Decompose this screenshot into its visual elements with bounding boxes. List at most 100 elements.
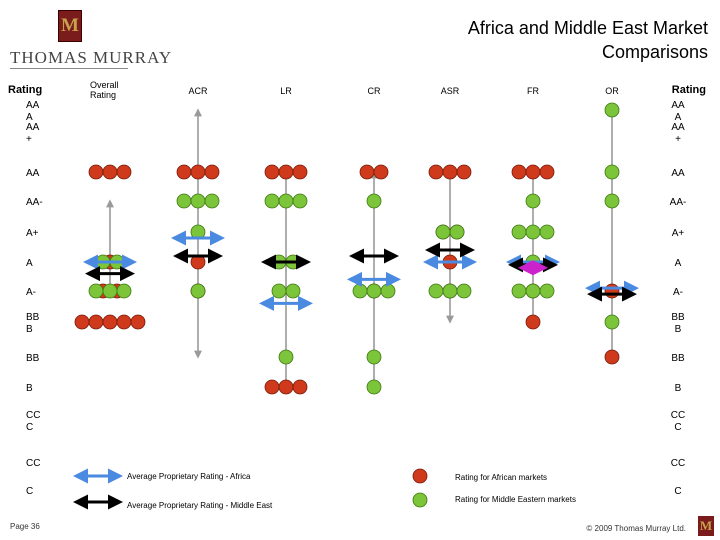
logo-box: M — [58, 10, 82, 42]
right-level-label: A- — [673, 287, 683, 298]
middle-east-point — [449, 224, 465, 240]
middle-east-point — [442, 283, 458, 299]
african-point — [604, 349, 620, 365]
middle-east-point — [292, 193, 308, 209]
african-point — [292, 379, 308, 395]
middle-east-point — [278, 349, 294, 365]
left-level-label: BB — [26, 353, 40, 364]
right-level-label: BB B — [671, 312, 685, 335]
middle-east-point — [88, 283, 104, 299]
middle-east-point — [190, 193, 206, 209]
chart-title: Africa and Middle East Market Comparison… — [467, 18, 708, 62]
category-label: CR — [368, 86, 381, 96]
african-point — [428, 164, 444, 180]
legend-african-label: Rating for African markets — [455, 473, 547, 482]
middle-east-point — [366, 349, 382, 365]
right-level-label: C — [674, 486, 681, 497]
left-level-label: A+ — [26, 228, 39, 239]
left-level-label: BB B — [26, 312, 40, 335]
middle-east-point — [264, 193, 280, 209]
category-label: Overall Rating — [90, 80, 119, 100]
left-level-label: CC — [26, 458, 40, 469]
category-label: ACR — [188, 86, 208, 96]
left-level-label: C — [26, 486, 33, 497]
legend-middle-east-average-label: Average Proprietary Rating - Middle East — [127, 501, 273, 510]
middle-east-point — [435, 224, 451, 240]
middle-east-point — [102, 283, 118, 299]
african-point — [204, 164, 220, 180]
right-level-label: A — [675, 258, 682, 269]
right-level-label: CC — [671, 458, 685, 469]
african-point — [525, 164, 541, 180]
left-level-label: B — [26, 383, 33, 394]
middle-east-point — [352, 283, 368, 299]
legend-middle-east-label: Rating for Middle Eastern markets — [455, 495, 576, 504]
african-point — [102, 314, 118, 330]
legend-middle-east-swatch — [412, 492, 428, 508]
left-level-label: AA — [26, 168, 40, 179]
african-point — [88, 164, 104, 180]
middle-east-point — [604, 314, 620, 330]
african-point — [176, 164, 192, 180]
category-label: OR — [605, 86, 619, 96]
brand-name: THOMAS MURRAY — [10, 48, 173, 67]
left-level-label: CC C — [26, 410, 40, 433]
right-level-label: BB — [671, 353, 685, 364]
category-label: LR — [280, 86, 292, 96]
left-level-label: A — [26, 258, 33, 269]
page-number: Page 36 — [10, 522, 40, 531]
african-point — [278, 164, 294, 180]
right-axis-header: Rating — [672, 84, 706, 96]
legend-africa-average-label: Average Proprietary Rating - Africa — [127, 472, 251, 481]
middle-east-point — [511, 224, 527, 240]
african-point — [456, 164, 472, 180]
middle-east-point — [190, 283, 206, 299]
african-point — [130, 314, 146, 330]
middle-east-point — [278, 193, 294, 209]
middle-east-point — [604, 102, 620, 118]
middle-east-point — [604, 164, 620, 180]
african-point — [511, 164, 527, 180]
middle-east-point — [204, 193, 220, 209]
right-level-label: AA — [671, 168, 685, 179]
right-level-label: B — [675, 383, 682, 394]
category-label: FR — [527, 86, 539, 96]
right-level-label: AA- — [670, 197, 687, 208]
african-point — [116, 314, 132, 330]
middle-east-point — [428, 283, 444, 299]
african-point — [74, 314, 90, 330]
middle-east-point — [525, 283, 541, 299]
left-level-label: A- — [26, 287, 36, 298]
middle-east-point — [539, 224, 555, 240]
left-axis-header: Rating — [8, 84, 42, 96]
african-point — [116, 164, 132, 180]
left-level-label: AA A — [26, 100, 40, 123]
african-point — [539, 164, 555, 180]
african-point — [604, 283, 620, 299]
middle-east-point — [380, 283, 396, 299]
corner-monogram: M — [699, 518, 713, 533]
middle-east-point — [271, 283, 287, 299]
middle-east-point — [539, 283, 555, 299]
middle-east-point — [366, 283, 382, 299]
african-point — [278, 379, 294, 395]
african-point — [442, 164, 458, 180]
logo-monogram: M — [61, 15, 79, 36]
right-level-label: AA A — [671, 100, 685, 123]
african-point — [525, 314, 541, 330]
african-point — [88, 314, 104, 330]
right-level-label: AA + — [671, 122, 685, 145]
legend-african-swatch — [412, 468, 428, 484]
right-level-label: A+ — [672, 228, 685, 239]
middle-east-point — [366, 193, 382, 209]
left-level-label: AA + — [26, 122, 40, 145]
corner-logo: M — [698, 516, 714, 536]
african-point — [292, 164, 308, 180]
middle-east-point — [116, 283, 132, 299]
right-level-label: CC C — [671, 410, 685, 433]
left-level-label: AA- — [26, 197, 43, 208]
category-label: ASR — [441, 86, 460, 96]
african-point — [102, 164, 118, 180]
middle-east-point — [604, 193, 620, 209]
